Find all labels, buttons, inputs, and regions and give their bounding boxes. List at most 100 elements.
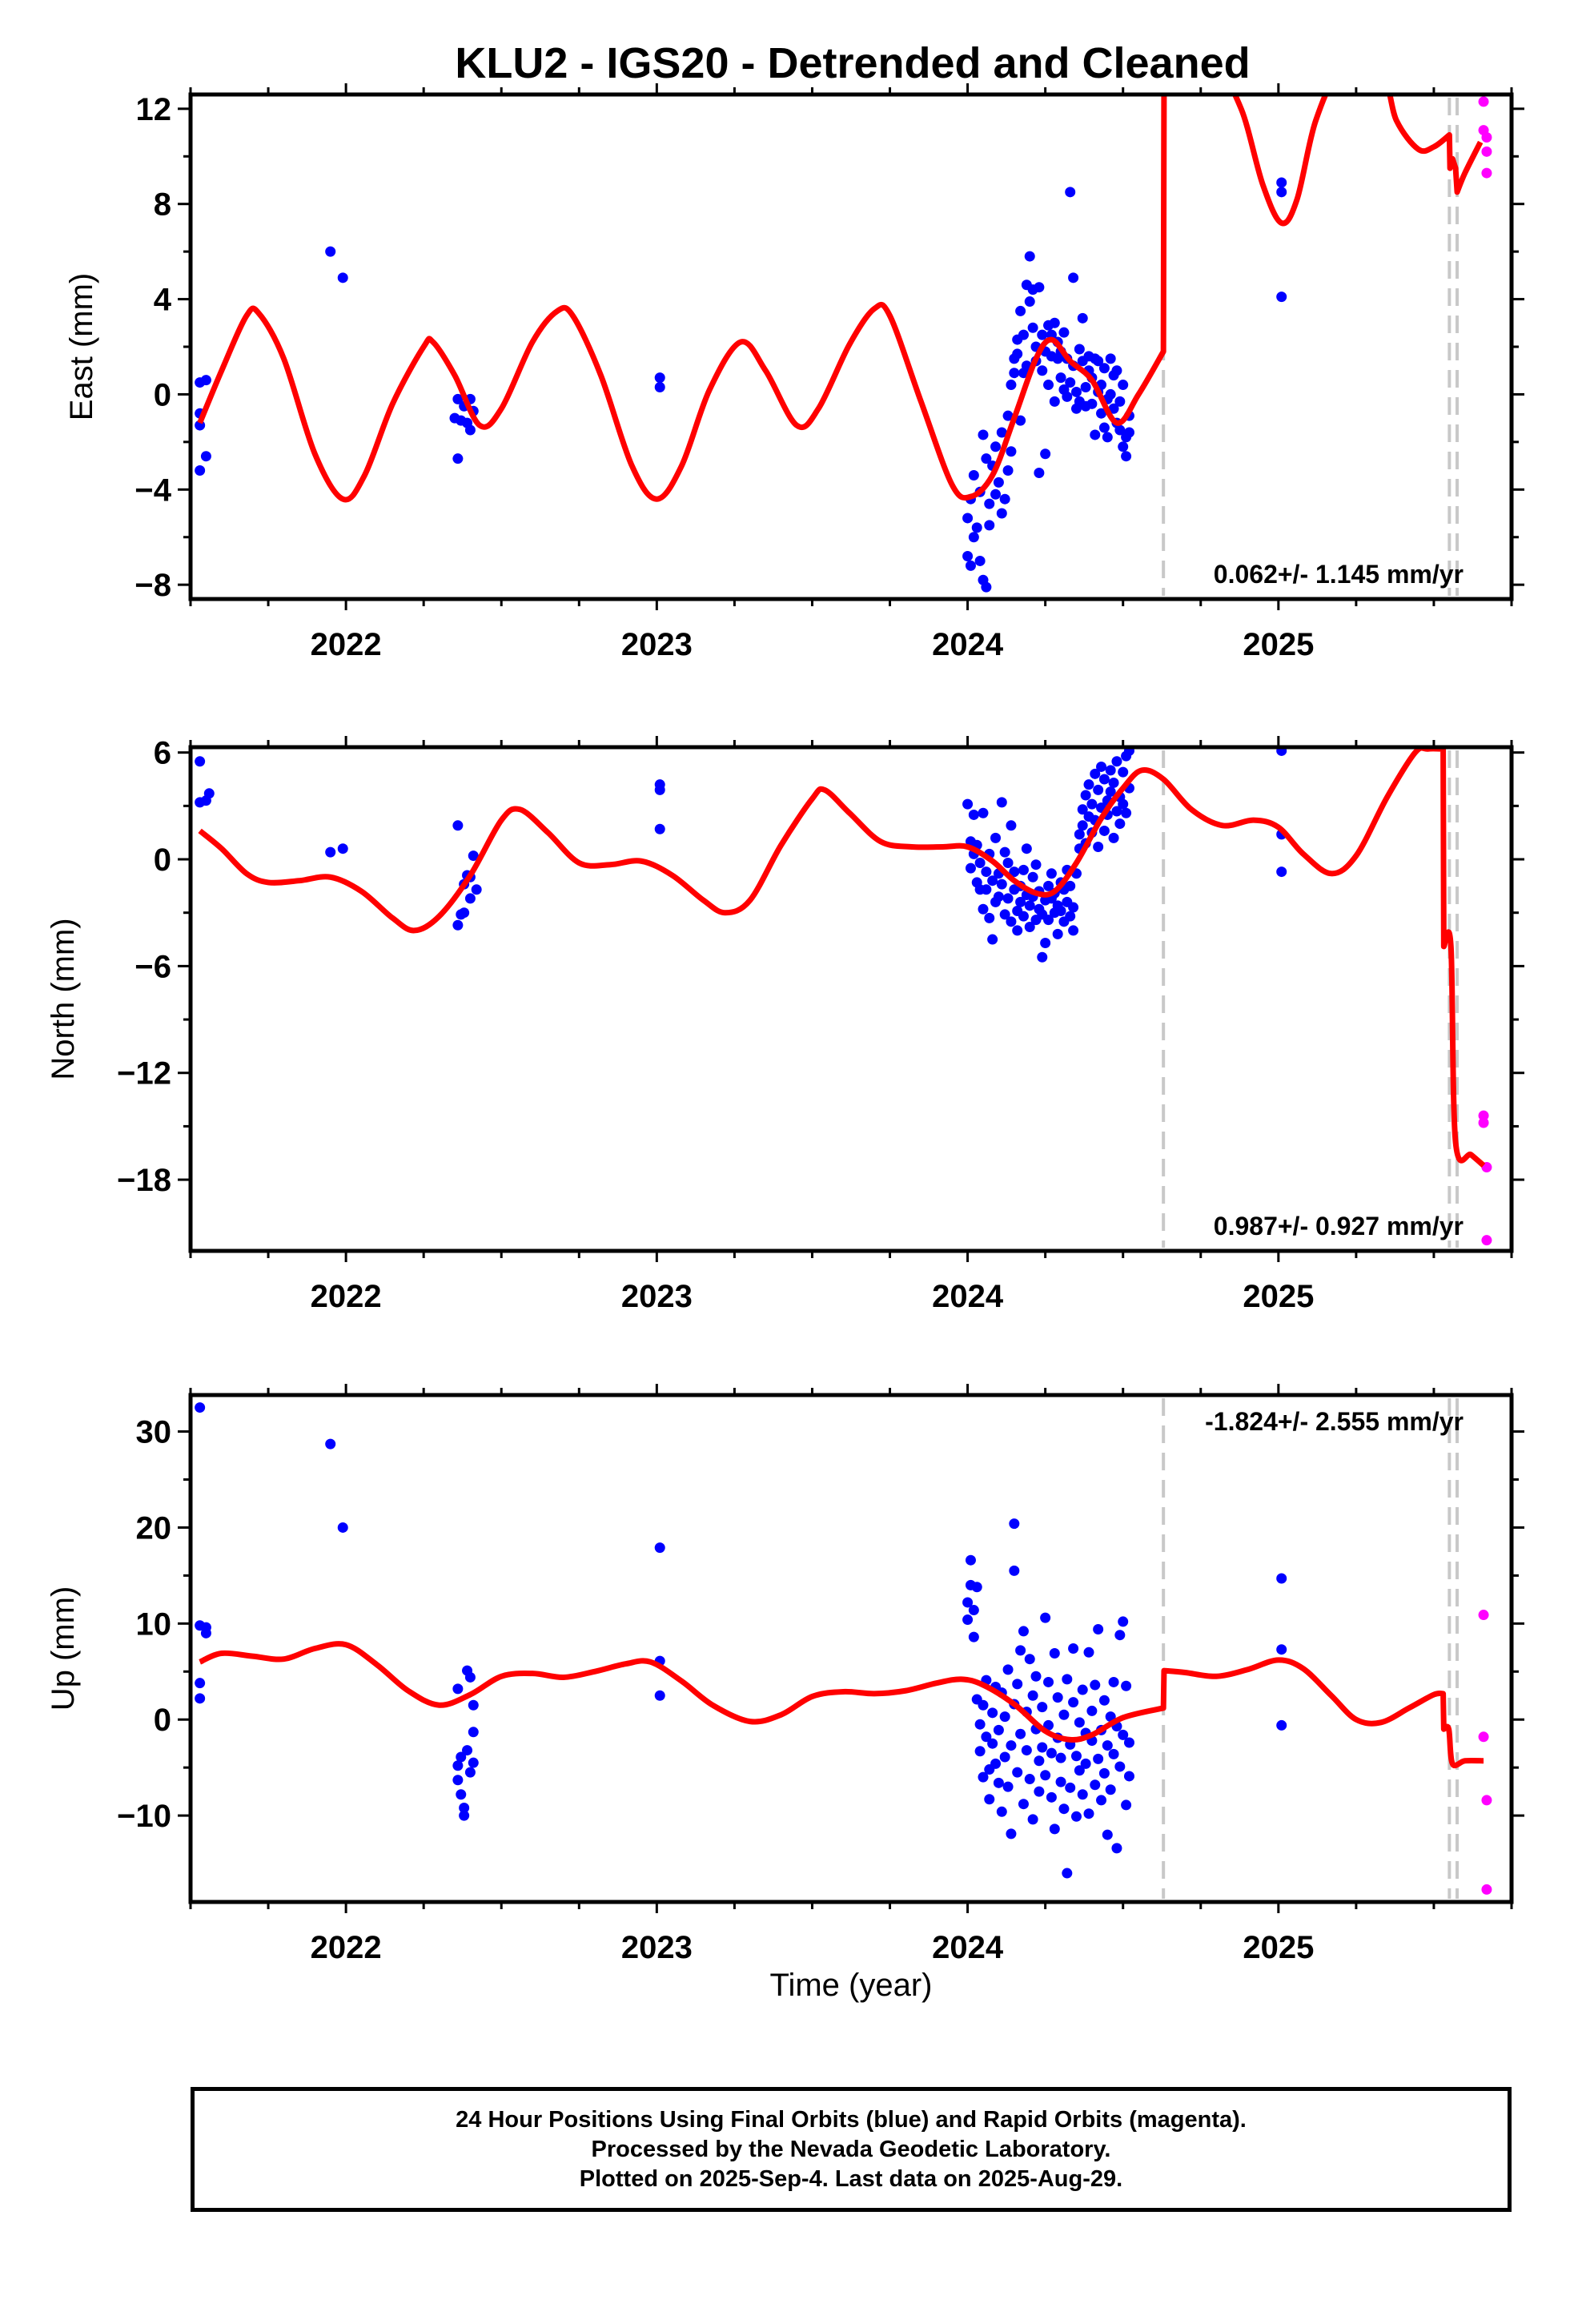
final-orbit-point (1077, 1684, 1088, 1695)
final-orbit-point (1006, 820, 1017, 831)
final-orbit-point (1068, 1643, 1079, 1654)
final-orbit-point (1006, 1740, 1017, 1751)
final-orbit-point (1093, 356, 1104, 367)
final-orbit-point (464, 893, 476, 904)
final-orbit-point (1114, 818, 1126, 830)
final-orbit-point (1080, 382, 1091, 393)
final-orbit-point (1276, 747, 1287, 756)
final-orbit-point (1121, 807, 1132, 818)
final-orbit-point (1052, 928, 1063, 939)
final-orbit-point (464, 1671, 476, 1683)
final-orbit-point (200, 451, 211, 462)
final-orbit-point (456, 1789, 467, 1800)
final-orbit-point (962, 1597, 974, 1608)
y-tick-label: 0 (154, 842, 171, 878)
final-orbit-point (325, 1438, 336, 1449)
final-orbit-point (1009, 368, 1020, 379)
final-orbit-point (1086, 398, 1098, 409)
y-tick-label: −12 (117, 1056, 171, 1092)
final-orbit-point (195, 1678, 206, 1689)
x-tick-label: 2024 (932, 1279, 1004, 1314)
y-tick-label: −4 (135, 472, 171, 508)
x-tick-label: 2022 (311, 1930, 382, 1965)
final-orbit-point (1111, 1843, 1122, 1854)
x-axis-label: Time (year) (770, 1968, 933, 2003)
final-orbit-point (993, 1724, 1004, 1735)
final-orbit-point (1018, 864, 1029, 875)
final-orbit-point (1027, 1690, 1038, 1701)
final-orbit-point (1006, 916, 1017, 927)
final-orbit-point (1102, 1829, 1113, 1840)
rapid-orbit-point (1478, 1610, 1489, 1621)
final-orbit-point (1002, 1664, 1014, 1675)
final-orbit-point (1111, 756, 1122, 767)
y-tick-label: −8 (135, 568, 171, 603)
final-orbit-point (459, 1810, 470, 1821)
footer-line-3: Plotted on 2025-Sep-4. Last data on 2025… (579, 2165, 1123, 2192)
final-orbit-point (1012, 925, 1023, 936)
final-orbit-point (1070, 1751, 1082, 1762)
final-orbit-point (203, 788, 215, 799)
model-curve (199, 1641, 1484, 1769)
final-orbit-point (974, 555, 986, 566)
final-orbit-point (1055, 905, 1066, 916)
final-orbit-point (452, 1775, 464, 1786)
final-orbit-point (1046, 1791, 1057, 1803)
final-orbit-point (1024, 1654, 1035, 1665)
final-orbit-point (1123, 1737, 1134, 1748)
final-orbit-point (459, 907, 470, 919)
final-orbit-point (1083, 1808, 1094, 1819)
final-orbit-point (1077, 804, 1088, 815)
final-orbit-point (981, 1731, 992, 1743)
final-orbit-point (965, 560, 976, 571)
final-orbit-point (1024, 1774, 1035, 1785)
final-orbit-point (1055, 372, 1066, 384)
final-orbit-point (195, 465, 206, 476)
final-orbit-point (1046, 1747, 1057, 1759)
final-orbit-point (325, 246, 336, 257)
final-orbit-point (1068, 902, 1079, 913)
y-tick-label: −6 (135, 949, 171, 984)
final-orbit-point (1058, 1709, 1070, 1720)
final-orbit-point (200, 1627, 211, 1638)
final-orbit-point (1098, 1695, 1110, 1706)
final-orbit-point (1040, 448, 1051, 460)
final-orbit-point (978, 1771, 989, 1783)
final-orbit-point (1009, 866, 1020, 878)
final-orbit-point (974, 1719, 986, 1730)
final-orbit-point (981, 453, 992, 464)
final-orbit-point (195, 1693, 206, 1704)
x-tick-label: 2025 (1243, 627, 1314, 662)
final-orbit-point (1074, 829, 1085, 840)
final-orbit-point (978, 429, 989, 440)
final-orbit-point (1123, 1771, 1134, 1782)
final-orbit-point (1062, 1868, 1073, 1879)
final-orbit-point (981, 866, 992, 878)
final-orbit-point (1006, 380, 1017, 391)
final-orbit-point (1006, 446, 1017, 457)
final-orbit-point (337, 843, 348, 854)
final-orbit-point (1093, 784, 1104, 795)
final-orbit-point (1086, 1705, 1098, 1716)
final-orbit-point (984, 1794, 995, 1805)
final-orbit-point (468, 1699, 479, 1711)
final-orbit-point (1083, 779, 1094, 790)
final-orbit-point (1074, 1717, 1085, 1728)
final-orbit-point (987, 1707, 998, 1719)
final-orbit-point (1123, 747, 1134, 756)
final-orbit-point (1043, 880, 1054, 891)
final-orbit-point (1040, 1770, 1051, 1781)
final-orbit-point (999, 493, 1010, 505)
final-orbit-point (1024, 296, 1035, 308)
x-tick-label: 2023 (621, 1279, 693, 1314)
final-orbit-point (984, 912, 995, 923)
final-orbit-point (974, 1746, 986, 1757)
final-orbit-point (1068, 1697, 1079, 1708)
x-tick-label: 2023 (621, 627, 693, 662)
rapid-orbit-point (1478, 1110, 1489, 1121)
final-orbit-point (1105, 388, 1116, 400)
rapid-orbit-point (1481, 1795, 1492, 1806)
final-orbit-point (1102, 1740, 1113, 1751)
final-orbit-point (1096, 408, 1107, 419)
final-orbit-point (996, 1806, 1007, 1817)
